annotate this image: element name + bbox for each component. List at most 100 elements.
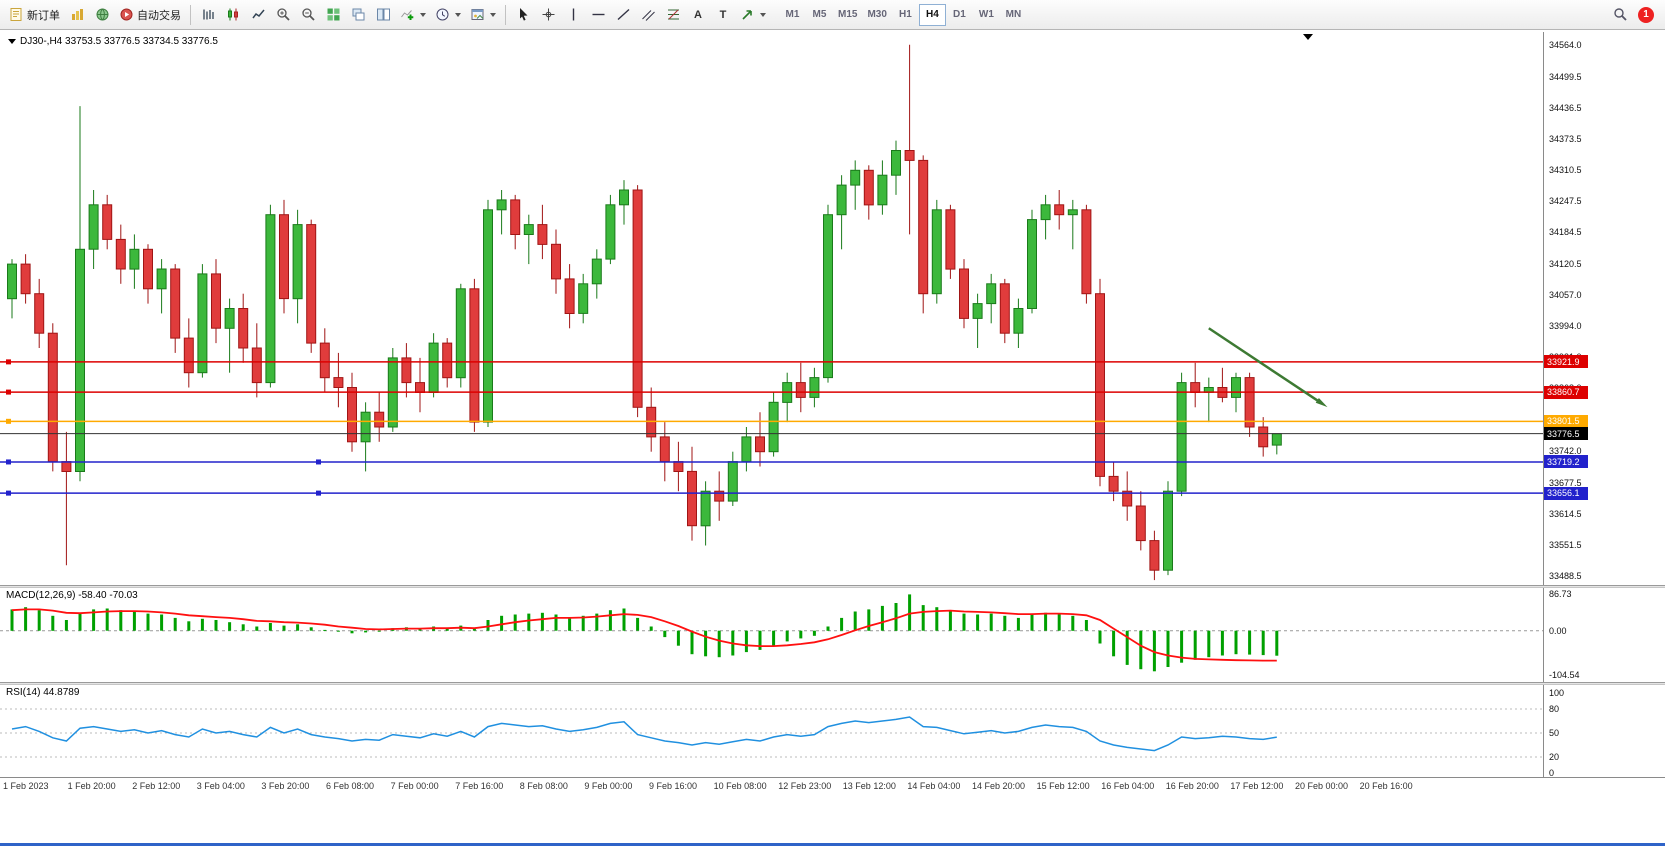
channel-tool-button[interactable] bbox=[636, 3, 660, 27]
time-axis-label: 20 Feb 16:00 bbox=[1359, 781, 1413, 791]
timeframe-button-m5[interactable]: M5 bbox=[812, 9, 827, 20]
options-button[interactable] bbox=[90, 3, 114, 27]
price-badge: 33801.5 bbox=[1544, 414, 1588, 428]
y-axis-label: 34247.5 bbox=[1549, 196, 1582, 207]
toolbar: 新订单 自动交易 bbox=[0, 0, 1665, 30]
candlestick-chart-icon bbox=[227, 8, 238, 21]
horizontal-line-tool-button[interactable] bbox=[586, 3, 610, 27]
cursor-button[interactable] bbox=[511, 3, 535, 27]
y-axis-label: 34564.0 bbox=[1549, 39, 1582, 50]
y-axis-label: 34373.5 bbox=[1549, 133, 1582, 144]
rsi-indicator-canvas[interactable] bbox=[0, 685, 1543, 777]
time-axis-label: 16 Feb 04:00 bbox=[1101, 781, 1155, 791]
chart-line-button[interactable] bbox=[246, 3, 270, 27]
macd-indicator-canvas[interactable] bbox=[0, 588, 1543, 682]
chart-shift-marker-icon[interactable] bbox=[1303, 34, 1313, 40]
candlestick-chart-canvas[interactable] bbox=[0, 32, 1543, 585]
autotrading-label: 自动交易 bbox=[137, 9, 181, 22]
text-tool-button[interactable]: A bbox=[686, 3, 710, 27]
shapes-tool-button[interactable] bbox=[736, 3, 770, 27]
time-axis-label: 1 Feb 2023 bbox=[3, 781, 49, 791]
y-axis-label: 33742.0 bbox=[1549, 445, 1582, 456]
tile-windows-button[interactable] bbox=[321, 3, 345, 27]
vertical-line-icon bbox=[572, 8, 574, 21]
vertical-line-tool-button[interactable] bbox=[561, 3, 585, 27]
y-axis-label: 20 bbox=[1549, 752, 1560, 762]
chart-title-marker-icon bbox=[8, 39, 16, 44]
time-axis-label: 14 Feb 20:00 bbox=[972, 781, 1026, 791]
zoom-out-icon bbox=[301, 8, 315, 21]
y-axis-label: 34184.5 bbox=[1549, 227, 1582, 238]
time-axis-label: 16 Feb 20:00 bbox=[1165, 781, 1219, 791]
macd-label: MACD(12,26,9) -58.40 -70.03 bbox=[6, 590, 138, 601]
price-badge: 33921.9 bbox=[1544, 355, 1588, 369]
window-cascade-button[interactable] bbox=[346, 3, 370, 27]
label-tool-label: T bbox=[719, 8, 727, 21]
indicators-plus-icon bbox=[401, 10, 414, 20]
label-tool-button[interactable]: T bbox=[711, 3, 735, 27]
timeframe-toolbar: M1 M5 M15 M30 H1 H4 D1 W1 MN bbox=[779, 3, 1027, 26]
dropdown-caret-icon bbox=[420, 12, 426, 17]
periods-button[interactable] bbox=[431, 3, 465, 27]
time-axis-label: 9 Feb 00:00 bbox=[584, 781, 633, 791]
time-axis-label: 12 Feb 23:00 bbox=[778, 781, 832, 791]
toolbar-separator bbox=[190, 4, 191, 25]
trendline-icon bbox=[617, 8, 629, 21]
timeframe-button-m15[interactable]: M15 bbox=[838, 9, 858, 20]
window-tile-vertical-button[interactable] bbox=[371, 3, 395, 27]
cascade-windows-icon bbox=[352, 8, 364, 21]
price-badge: 33860.7 bbox=[1544, 385, 1588, 399]
templates-button[interactable] bbox=[466, 3, 500, 27]
time-axis-label: 14 Feb 04:00 bbox=[907, 781, 961, 791]
timeframe-button-d1[interactable]: D1 bbox=[953, 9, 966, 20]
time-axis-label: 20 Feb 00:00 bbox=[1295, 781, 1349, 791]
y-axis-label: 34310.5 bbox=[1549, 165, 1582, 175]
indicators-button[interactable] bbox=[396, 3, 430, 27]
chart-bars-button[interactable] bbox=[196, 3, 220, 27]
fibonacci-tool-button[interactable] bbox=[661, 3, 685, 27]
timeframe-button-m30[interactable]: M30 bbox=[867, 9, 887, 20]
price-badge: 33719.2 bbox=[1544, 455, 1588, 469]
time-axis-label: 13 Feb 12:00 bbox=[842, 781, 896, 791]
timeframe-button-m1[interactable]: M1 bbox=[785, 9, 800, 20]
price-axis[interactable]: 34564.0 34499.5 34436.5 34373.5 34310.5 34247… bbox=[1543, 32, 1665, 778]
new-order-button[interactable]: 新订单 bbox=[5, 3, 64, 27]
zoom-out-button[interactable] bbox=[296, 3, 320, 27]
autotrading-icon bbox=[120, 8, 133, 21]
y-axis-label: 80 bbox=[1549, 704, 1560, 714]
crosshair-button[interactable] bbox=[536, 3, 560, 27]
dropdown-caret-icon bbox=[455, 12, 461, 17]
y-axis-label: 34120.5 bbox=[1549, 258, 1582, 269]
y-axis-label: 0 bbox=[1549, 768, 1555, 778]
annotation-arrow[interactable] bbox=[1208, 327, 1323, 405]
time-axis-label: 2 Feb 12:00 bbox=[132, 781, 181, 791]
new-order-label: 新订单 bbox=[27, 9, 60, 22]
text-tool-label: A bbox=[694, 8, 702, 21]
y-axis-label: 34057.0 bbox=[1549, 290, 1582, 301]
timeframe-button-mn[interactable]: MN bbox=[1005, 9, 1022, 20]
price-badge: 33656.1 bbox=[1544, 486, 1588, 500]
time-axis-label: 8 Feb 08:00 bbox=[519, 781, 568, 791]
arrow-shape-icon bbox=[742, 10, 752, 20]
y-axis-label: 33677.5 bbox=[1549, 477, 1582, 488]
y-axis-label: 86.73 bbox=[1549, 588, 1572, 599]
time-axis-label: 1 Feb 20:00 bbox=[67, 781, 116, 791]
autotrading-button[interactable]: 自动交易 bbox=[115, 3, 185, 27]
gold-bars-icon bbox=[71, 9, 83, 20]
search-button[interactable] bbox=[1608, 3, 1632, 27]
time-axis-label: 10 Feb 08:00 bbox=[713, 781, 767, 791]
timeframe-button-h1[interactable]: H1 bbox=[899, 9, 912, 20]
panel-splitter[interactable] bbox=[0, 682, 1665, 685]
timeframe-button-w1[interactable]: W1 bbox=[978, 9, 994, 20]
zoom-in-button[interactable] bbox=[271, 3, 295, 27]
panel-splitter[interactable] bbox=[0, 585, 1665, 588]
timeframe-button-h4[interactable]: H4 bbox=[918, 3, 946, 26]
tile-vertical-icon bbox=[376, 8, 390, 21]
y-axis-label: 100 bbox=[1549, 688, 1565, 698]
market-watch-button[interactable] bbox=[65, 3, 89, 27]
notification-badge[interactable]: 1 bbox=[1638, 6, 1654, 23]
time-axis[interactable]: 1 Feb 2023 1 Feb 20:00 2 Feb 12:00 3 Feb 04… bbox=[0, 777, 1665, 795]
chart-candles-button[interactable] bbox=[221, 3, 245, 27]
price-badge: 33776.5 bbox=[1544, 427, 1588, 441]
trendline-tool-button[interactable] bbox=[611, 3, 635, 27]
